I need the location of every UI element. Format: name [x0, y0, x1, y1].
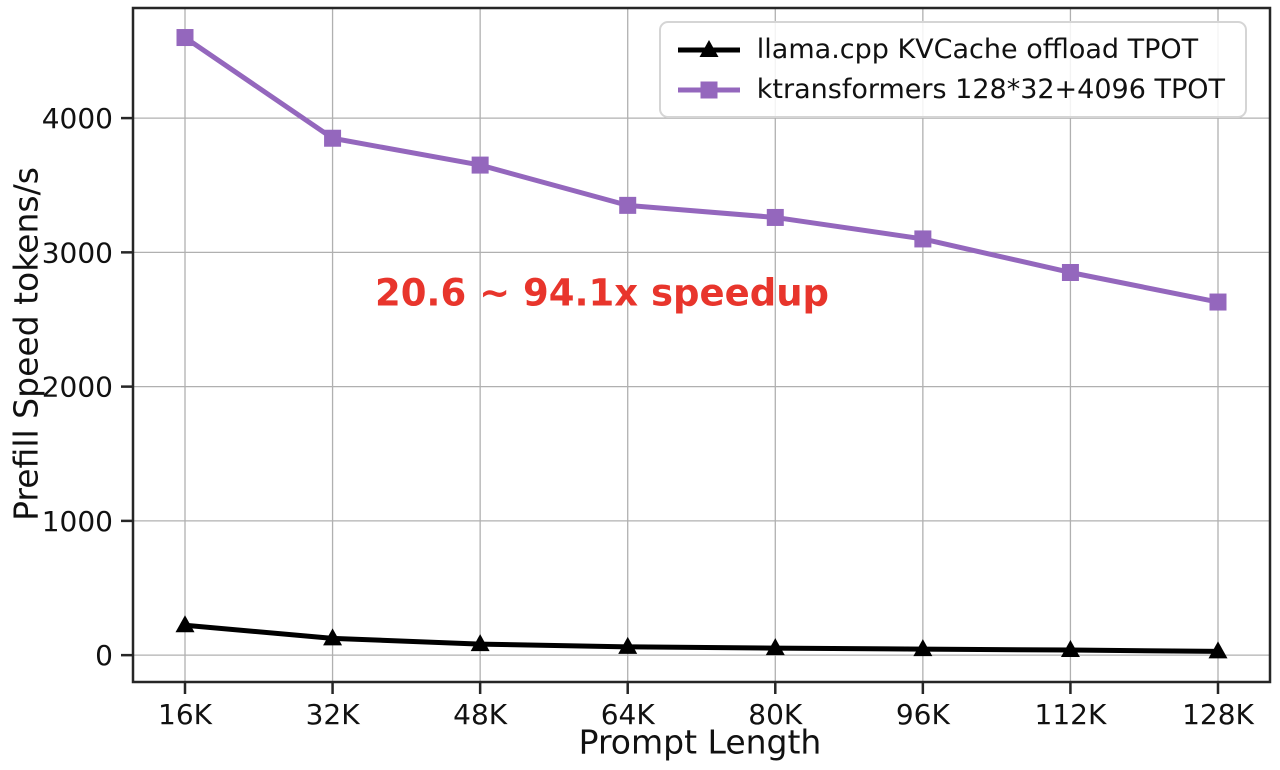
- x-tick-label: 64K: [601, 698, 656, 731]
- x-tick-label: 48K: [453, 698, 508, 731]
- legend-label: llama.cpp KVCache offload TPOT: [756, 34, 1199, 65]
- y-tick-label: 2000: [42, 371, 113, 404]
- square-marker: [1209, 293, 1227, 311]
- square-marker: [914, 230, 932, 248]
- triangle-marker: [913, 639, 933, 657]
- y-tick-label: 4000: [42, 102, 113, 135]
- triangle-marker: [175, 615, 195, 633]
- y-axis-label: Prefill Speed tokens/s: [6, 167, 46, 521]
- square-marker: [1061, 263, 1079, 281]
- x-axis-label: Prompt Length: [578, 722, 822, 762]
- square-marker: [471, 156, 489, 174]
- legend-entry-llamacpp: llama.cpp KVCache offload TPOT: [676, 34, 1225, 65]
- triangle-marker: [699, 39, 719, 57]
- legend-entry-ktransformers: ktransformers 128*32+4096 TPOT: [676, 74, 1225, 105]
- x-tick-label: 128K: [1182, 698, 1254, 731]
- speedup-annotation: 20.6 ~ 94.1x speedup: [374, 271, 830, 315]
- y-tick-label: 3000: [42, 236, 113, 269]
- plot-border: [131, 6, 1272, 684]
- x-tick-label: 16K: [158, 698, 213, 731]
- triangle-marker: [323, 628, 343, 646]
- y-tick-label: 1000: [42, 505, 113, 538]
- square-marker: [324, 129, 342, 147]
- legend-sample-line-icon: [677, 39, 740, 57]
- series-line-1: [183, 35, 1219, 305]
- y-tick-label: 0: [95, 639, 113, 672]
- x-tick-label: 32K: [306, 698, 361, 731]
- triangle-marker: [470, 634, 490, 652]
- square-marker: [766, 208, 784, 226]
- triangle-marker: [618, 636, 638, 654]
- series-line-0: [184, 622, 1219, 654]
- x-tick-label: 96K: [896, 698, 951, 731]
- square-marker: [176, 29, 194, 47]
- x-tick-label: 80K: [748, 698, 803, 731]
- legend-label: ktransformers 128*32+4096 TPOT: [756, 74, 1225, 105]
- legend: llama.cpp KVCache offload TPOT ktransfor…: [658, 21, 1247, 118]
- x-tick-label: 112K: [1035, 698, 1107, 731]
- legend-sample-line-icon: [677, 81, 740, 98]
- triangle-marker: [1060, 640, 1080, 658]
- triangle-marker: [1208, 641, 1228, 659]
- square-marker: [700, 81, 718, 98]
- square-marker: [619, 196, 637, 214]
- triangle-marker: [765, 638, 785, 656]
